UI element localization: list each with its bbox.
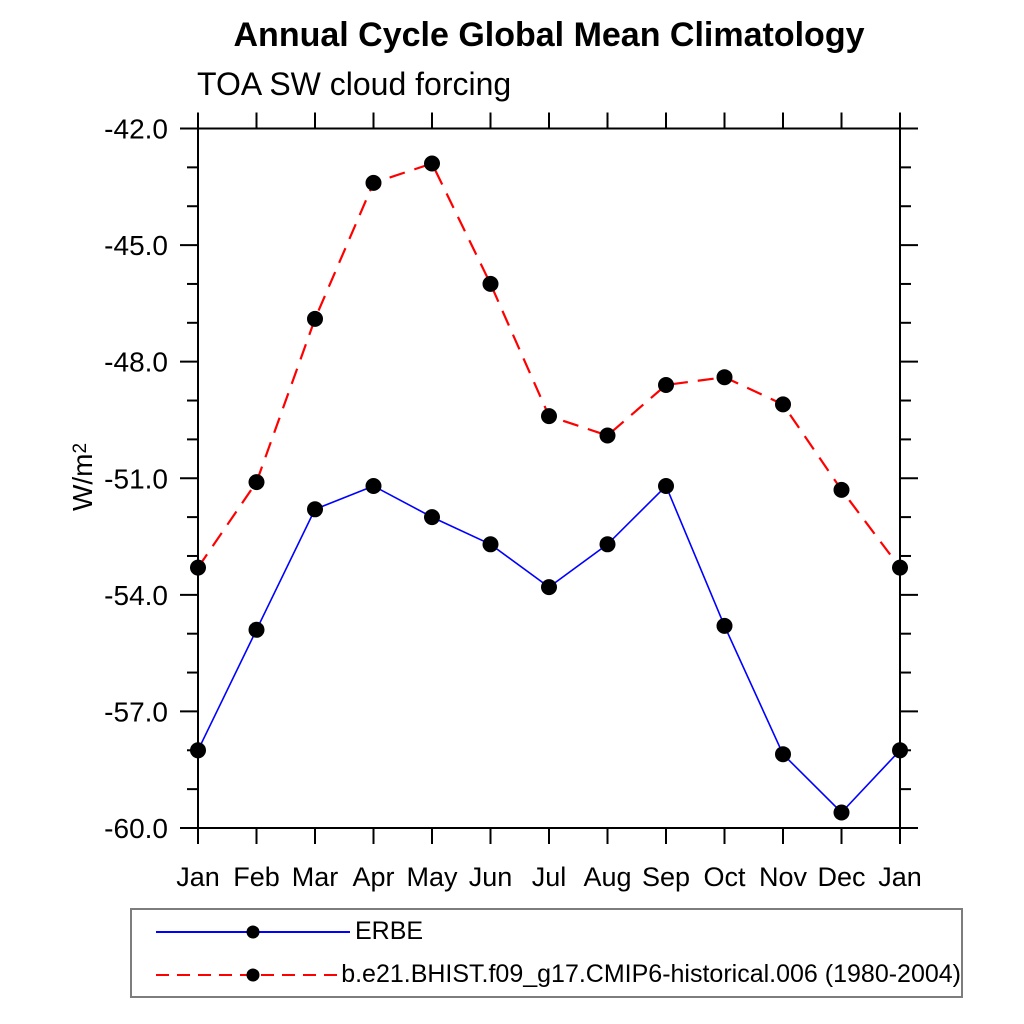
x-tick-label: Apr [352,862,394,892]
x-tick-label: Jul [532,862,567,892]
legend-label-erbe: ERBE [355,917,424,945]
x-tick-label: Feb [233,862,280,892]
plot-frame [197,127,901,829]
y-tick-label: -45.0 [104,230,168,261]
x-tick-label: Jan [878,862,922,892]
data-point-marker [248,621,265,638]
legend-marker-dot [246,925,260,938]
data-point-marker [599,427,616,444]
data-point-marker [190,559,206,576]
data-point-marker [658,478,674,494]
y-tick-label: -60.0 [104,813,168,844]
data-point-marker [365,478,382,494]
data-point-marker [775,396,791,413]
x-tick-label: Nov [759,862,808,892]
legend-sample-model [156,968,340,981]
data-point-marker [482,275,499,292]
x-tick-label: Jan [176,862,220,892]
chart-subtitle: TOA SW cloud forcing [197,66,512,102]
x-tick-label: Aug [583,862,631,892]
data-point-marker [833,804,850,821]
data-point-marker [658,377,674,393]
data-point-marker [424,509,440,526]
y-tick-label: -57.0 [104,696,168,727]
x-tick-label: May [406,862,458,892]
data-point-marker [365,174,382,191]
series-line-model [197,162,901,569]
data-point-marker [190,742,206,759]
chart-title: Annual Cycle Global Mean Climatology [233,16,865,54]
data-point-marker [833,481,850,498]
data-point-marker [775,746,791,763]
legend-label-model: b.e21.BHIST.f09_g17.CMIP6-historical.006… [341,960,961,988]
data-point-marker [482,536,499,553]
data-point-marker [307,501,323,518]
data-point-marker [892,559,908,576]
series-line-erbe [197,484,901,814]
data-point-marker [599,536,616,553]
data-point-marker [541,579,557,596]
data-point-marker [307,310,323,327]
x-tick-label: Jun [469,862,513,892]
legend-item-model: b.e21.BHIST.f09_g17.CMIP6-historical.006… [132,953,961,996]
data-point-marker [716,617,733,634]
x-tick-label: Mar [292,862,339,892]
data-point-marker [541,408,557,425]
x-tick-label: Sep [642,862,690,892]
x-tick-label: Dec [817,862,865,892]
legend-box: ERBE b.e21.BHIST.f09_g17.CMIP6-historica… [130,908,963,998]
y-tick-label: -48.0 [104,347,168,378]
legend-sample-erbe [156,925,350,938]
data-point-marker [248,474,265,491]
data-point-marker [716,369,733,386]
y-tick-label: -54.0 [104,580,168,611]
x-tick-label: Oct [703,862,746,892]
data-point-marker [892,742,908,759]
legend-item-erbe: ERBE [132,910,961,953]
legend-marker-dot [246,968,260,981]
y-tick-label: -51.0 [104,463,168,494]
data-point-marker [424,155,440,172]
y-tick-label: -42.0 [104,114,168,145]
